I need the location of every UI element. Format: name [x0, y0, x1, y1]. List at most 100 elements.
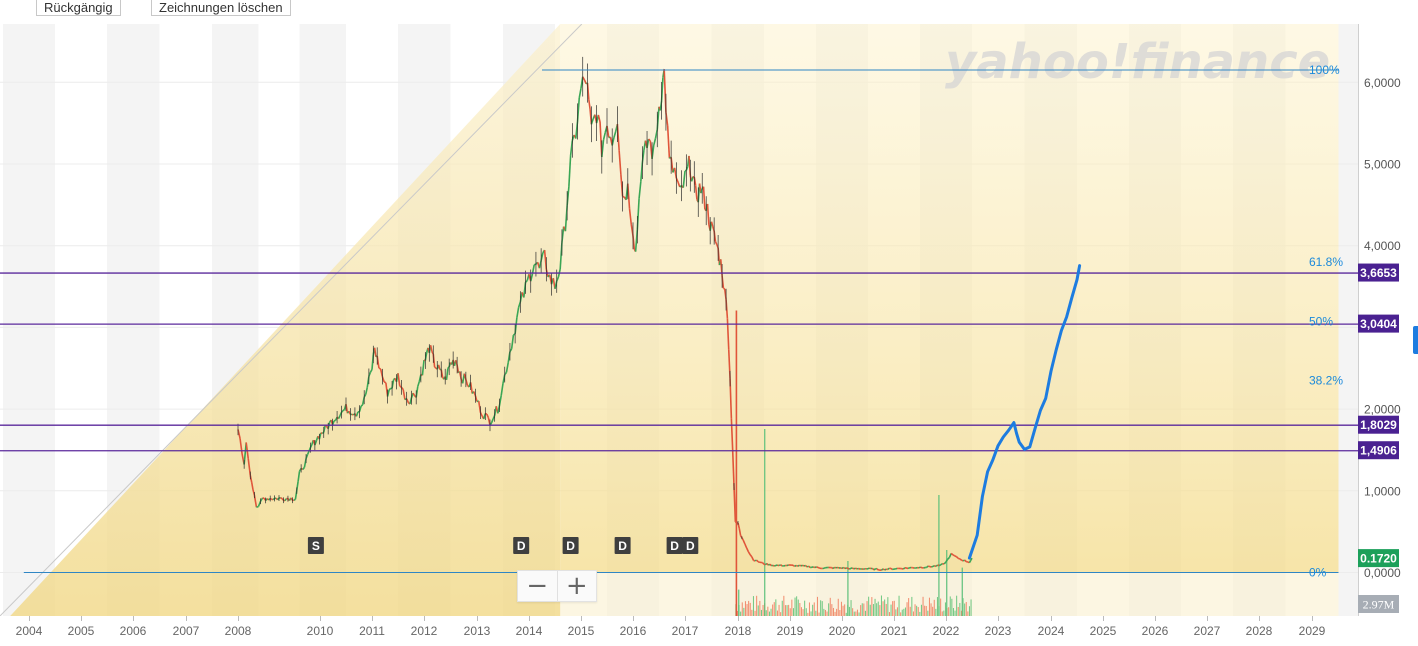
price-segment: [416, 381, 421, 387]
price-segment: [831, 566, 834, 570]
price-segment: [647, 138, 651, 142]
y-tick-label: 1,0000: [1364, 484, 1401, 498]
fibonacci-area: [0, 24, 1339, 616]
volume-bar: [911, 596, 913, 616]
dividend-marker[interactable]: S: [307, 537, 324, 554]
dividend-marker[interactable]: D: [562, 537, 579, 554]
price-segment: [690, 176, 694, 182]
marker-box[interactable]: [682, 537, 699, 554]
level-value-label: 1,4906: [1360, 444, 1397, 458]
volume-bar: [856, 609, 858, 616]
price-segment: [780, 564, 783, 567]
volume-bar: [880, 595, 882, 616]
volume-bar: [932, 606, 934, 616]
volume-bar: [775, 599, 777, 616]
price-segment: [588, 99, 591, 110]
x-tick-label: 2024: [1038, 624, 1065, 638]
price-segment: [342, 408, 345, 412]
volume-bar: [954, 610, 956, 616]
price-segment: [297, 471, 301, 482]
price-segment: [952, 554, 956, 557]
price-segment: [882, 568, 886, 571]
volume-bar: [746, 604, 748, 616]
projection-path[interactable]: [967, 264, 1082, 560]
volume-bar: [832, 607, 834, 616]
fib-label: 0%: [1309, 566, 1327, 580]
price-segment: [702, 186, 706, 210]
price-segment: [437, 364, 441, 370]
volume-bar: [936, 597, 938, 616]
dividend-marker[interactable]: D: [682, 537, 699, 554]
price-segment: [954, 555, 957, 558]
volume-bar: [794, 597, 796, 616]
volume-bar: [879, 605, 881, 616]
volume-bar: [852, 608, 854, 616]
marker-box[interactable]: [307, 537, 324, 554]
x-tick-label: 2005: [68, 624, 95, 638]
dividend-marker[interactable]: D: [666, 537, 683, 554]
price-segment: [943, 561, 947, 565]
fibonacci-levels[interactable]: 100% 61.8% 50% 38.2% 0%: [23, 63, 1344, 580]
volume-bar: [767, 606, 769, 616]
price-segment: [429, 345, 433, 352]
volume-bar: [922, 596, 924, 616]
price-segment: [602, 132, 607, 140]
zoom-in-button[interactable]: +: [556, 571, 597, 601]
marker-box[interactable]: [614, 537, 631, 554]
year-band: [3, 24, 55, 616]
volume-bar: [815, 610, 817, 616]
volume-bar: [877, 601, 879, 616]
volume-bar: [928, 597, 930, 616]
dividend-marker[interactable]: D: [614, 537, 631, 554]
volume-bar: [760, 609, 762, 616]
price-segment: [937, 564, 940, 567]
volume-bar: [944, 602, 946, 616]
year-band: [1338, 24, 1358, 616]
volume-bar: [826, 611, 828, 616]
price-segment: [747, 551, 751, 556]
projection-series[interactable]: [967, 264, 1082, 560]
volume-bar: [855, 611, 857, 616]
volume-bar: [906, 602, 908, 616]
x-tick-label: 2027: [1194, 624, 1221, 638]
price-segment: [932, 564, 935, 568]
volume-bar: [904, 607, 906, 616]
price-segment: [927, 565, 931, 568]
volume-bar: [948, 607, 950, 616]
y-tick-label: 4,0000: [1364, 239, 1401, 253]
volume-bar: [951, 598, 953, 616]
price-segment: [947, 556, 951, 560]
volume-bar: [892, 601, 894, 616]
marker-box[interactable]: [666, 537, 683, 554]
side-panel-tab[interactable]: [1413, 326, 1418, 354]
price-segment: [397, 373, 401, 387]
clear-drawings-button[interactable]: Zeichnungen löschen: [151, 0, 291, 16]
price-segment: [772, 564, 775, 567]
x-tick-label: 2004: [16, 624, 43, 638]
price-segment: [731, 450, 735, 487]
volume-bar: [871, 597, 873, 616]
horizontal-levels[interactable]: [0, 272, 1358, 452]
undo-button[interactable]: Rückgängig: [36, 0, 121, 16]
price-segment: [490, 418, 494, 424]
price-segment: [723, 287, 726, 290]
marker-box[interactable]: [513, 537, 530, 554]
volume-bar: [866, 601, 868, 616]
volume-bar: [816, 596, 818, 616]
price-segment: [765, 562, 768, 566]
marker-box[interactable]: [562, 537, 579, 554]
zoom-out-button[interactable]: −: [526, 571, 549, 601]
volume-bar: [861, 603, 863, 616]
price-segment: [955, 556, 959, 559]
volume-bar: [776, 610, 778, 616]
price-segment: [761, 562, 765, 565]
volume-bar: [759, 600, 761, 616]
volume-bar: [874, 598, 876, 616]
price-segment: [333, 419, 336, 422]
price-segment: [733, 486, 737, 522]
y-tick-label: 6,0000: [1364, 76, 1401, 90]
dividend-marker[interactable]: D: [513, 537, 530, 554]
price-segment: [968, 560, 972, 564]
